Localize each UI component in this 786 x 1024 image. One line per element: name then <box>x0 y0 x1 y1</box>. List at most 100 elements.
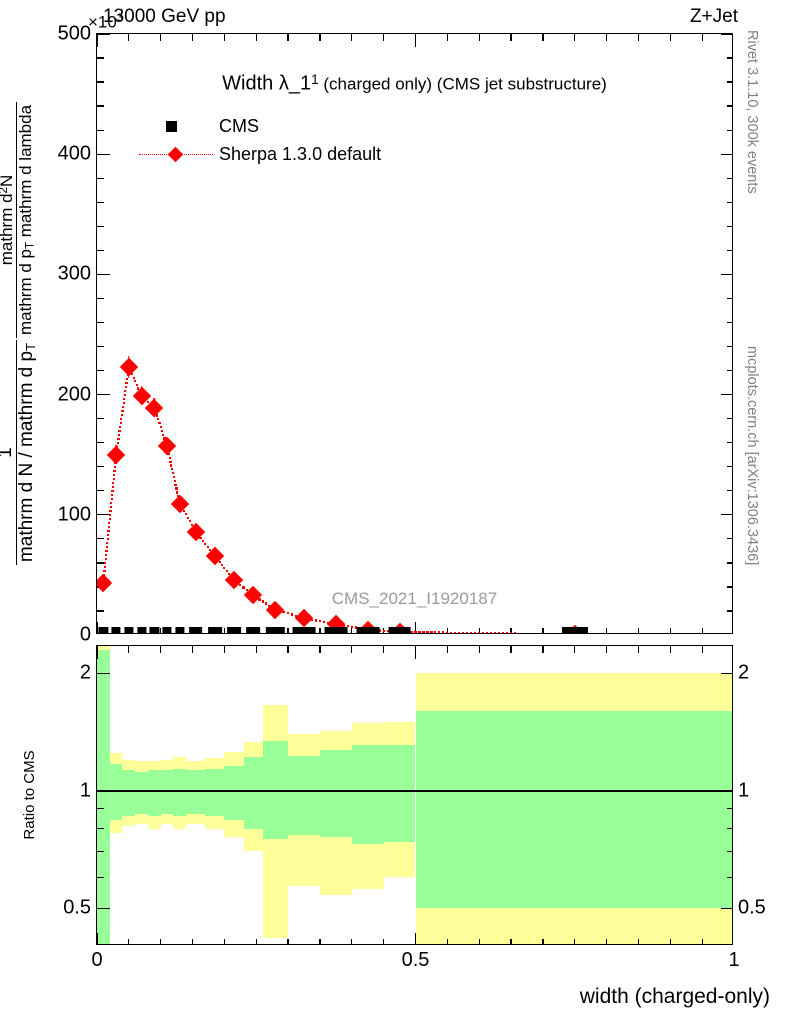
series-line-dot <box>342 624 345 627</box>
series-line-dot <box>146 400 150 403</box>
data-point-cms[interactable] <box>98 627 108 633</box>
series-line-dot <box>239 583 242 586</box>
data-point-sherpa[interactable] <box>106 445 126 464</box>
series-line-dot <box>386 629 389 633</box>
ratio-y-tick-right <box>727 850 732 852</box>
x-axis-minor-tick <box>319 939 321 944</box>
y-axis-minor-tick <box>97 225 104 227</box>
series-line-dot <box>123 393 126 396</box>
x-axis-minor-tick <box>669 939 671 944</box>
y-axis-tick-right <box>721 273 732 276</box>
series-line-dot <box>109 513 112 517</box>
x-axis-tick-top <box>191 646 194 653</box>
data-point-sherpa[interactable] <box>186 522 205 541</box>
data-point-sherpa[interactable] <box>119 357 139 377</box>
y-axis-tick-label: 100 <box>57 503 91 526</box>
series-line-dot <box>113 465 116 468</box>
ratio-band-green <box>224 765 244 821</box>
series-line-dot <box>286 612 289 615</box>
series-line-dot <box>111 485 114 488</box>
sherpa-marker-icon <box>139 145 213 163</box>
data-point-cms[interactable] <box>356 627 380 633</box>
data-point-cms[interactable] <box>111 627 121 633</box>
series-line-dot <box>382 629 385 632</box>
y-axis-minor-tick <box>97 321 104 324</box>
x-axis-minor-tick <box>223 939 226 944</box>
data-point-cms[interactable] <box>124 627 134 633</box>
series-line-dot <box>264 602 267 605</box>
x-axis-tick-top <box>191 34 194 41</box>
x-axis-tick-top <box>446 34 448 41</box>
data-point-cms[interactable] <box>227 627 241 633</box>
series-line-dot <box>116 441 119 444</box>
x-axis-title: width (charged-only) <box>579 985 770 1008</box>
x-axis-tick-top <box>637 34 640 41</box>
data-point-cms[interactable] <box>207 627 222 633</box>
y-axis-major-tick <box>97 273 110 276</box>
series-line-dot <box>188 520 191 523</box>
data-point-cms[interactable] <box>388 627 412 633</box>
x-axis-minor-tick <box>191 939 194 944</box>
x-axis-tick-top <box>605 34 608 41</box>
ratio-y-minor-tick <box>97 850 104 852</box>
y-axis-tick-right <box>727 610 732 612</box>
series-line-dot <box>501 632 505 633</box>
ratio-band-green <box>147 770 161 817</box>
y-axis-minor-tick <box>97 466 104 468</box>
series-line-dot <box>103 566 107 569</box>
y-axis-minor-tick <box>97 562 104 564</box>
x-axis-tick-top <box>478 646 480 653</box>
mcplots-credit: mcplots.cern.ch [arXiv:1306.3436] <box>744 346 760 566</box>
data-point-cms[interactable] <box>266 627 285 633</box>
data-point-cms[interactable] <box>175 627 185 633</box>
series-line-dot <box>470 631 473 633</box>
x-axis-minor-tick <box>574 939 576 944</box>
data-point-cms[interactable] <box>292 627 316 633</box>
data-point-cms[interactable] <box>162 627 172 633</box>
x-axis-minor-tick <box>605 628 608 633</box>
x-axis-tick-top <box>319 34 321 41</box>
ratio-band-green <box>135 771 148 815</box>
data-point-cms[interactable] <box>188 627 203 633</box>
data-point-sherpa[interactable] <box>170 494 189 514</box>
y-axis-tick-label: 500 <box>57 22 91 45</box>
series-line-dot <box>220 563 224 566</box>
y-axis-minor-tick <box>97 345 104 348</box>
data-point-cms[interactable] <box>561 627 588 633</box>
series-line-dot <box>206 545 209 548</box>
series-line-dot <box>107 525 111 529</box>
data-point-cms[interactable] <box>149 627 159 633</box>
y-axis-tick-right <box>727 177 732 179</box>
plot-title: Width λ_11 (charged only) (CMS jet subst… <box>222 72 607 95</box>
x-axis-minor-tick <box>637 939 640 944</box>
series-line-dot <box>490 632 493 633</box>
series-line-dot <box>199 536 202 539</box>
series-line-dot <box>450 631 453 633</box>
y-axis-tick-right <box>727 129 732 131</box>
series-line-dot <box>171 468 174 471</box>
series-line-dot <box>113 473 116 476</box>
series-line-dot <box>184 513 187 516</box>
data-point-cms[interactable] <box>324 627 348 633</box>
legend-item-cms[interactable]: CMS <box>139 112 381 140</box>
series-line-dot <box>155 414 158 417</box>
ratio-y-tick-label-right: 0.5 <box>738 896 766 919</box>
ratio-y-minor-tick <box>97 807 104 810</box>
legend-item-sherpa[interactable]: Sherpa 1.3.0 default <box>139 140 381 168</box>
ratio-y-minor-tick <box>97 876 104 878</box>
y-axis-minor-tick <box>97 57 104 59</box>
series-line-dot <box>245 589 248 592</box>
data-point-sherpa[interactable] <box>294 608 314 628</box>
series-line-dot <box>242 586 245 589</box>
series-line-dot <box>201 539 204 542</box>
series-line-dot <box>190 523 193 526</box>
series-line-dot <box>117 437 120 440</box>
series-line-dot <box>157 418 160 421</box>
data-point-cms[interactable] <box>136 627 147 633</box>
data-point-sherpa[interactable] <box>157 437 177 456</box>
y-axis-minor-tick <box>97 369 104 372</box>
series-line-dot <box>458 631 461 633</box>
y-axis-minor-tick <box>97 490 104 492</box>
data-point-cms[interactable] <box>246 627 260 633</box>
ratio-y-major-tick <box>97 790 110 792</box>
